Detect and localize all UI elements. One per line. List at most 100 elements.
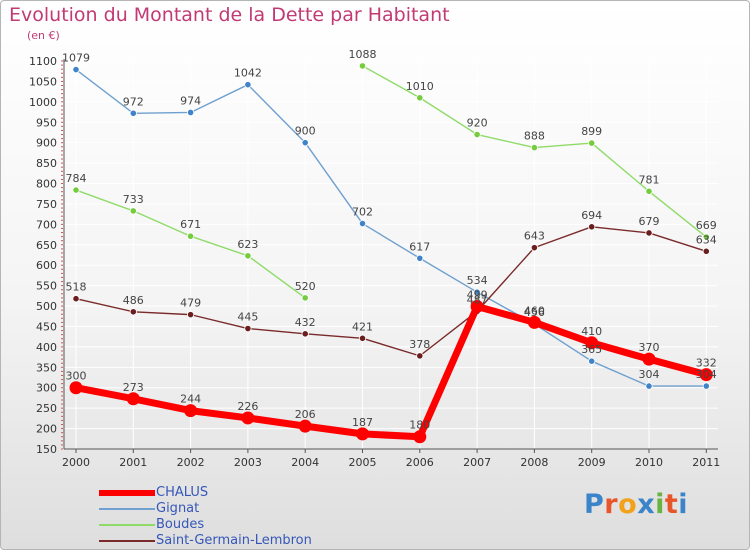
legend-item-gignat: Gignat bbox=[99, 501, 359, 517]
y-tick-label: 150 bbox=[36, 443, 57, 456]
data-label: 365 bbox=[581, 343, 602, 356]
logo-letter: x bbox=[637, 489, 656, 520]
data-point-boudes bbox=[187, 232, 195, 240]
data-point-gignat bbox=[301, 139, 309, 147]
data-label: 974 bbox=[180, 94, 201, 107]
data-point-chalus bbox=[527, 315, 541, 329]
data-label: 634 bbox=[696, 233, 717, 246]
y-tick-label: 500 bbox=[36, 300, 57, 313]
data-label: 432 bbox=[295, 316, 316, 329]
data-label: 733 bbox=[123, 193, 144, 206]
data-point-gignat bbox=[473, 288, 481, 296]
data-point-boudes bbox=[473, 130, 481, 139]
data-point-chalus bbox=[642, 352, 656, 366]
data-label: 643 bbox=[524, 230, 545, 243]
data-point-saint-germain-lembron bbox=[588, 223, 596, 231]
legend-label-boudes: Boudes bbox=[156, 517, 205, 532]
data-point-boudes bbox=[702, 233, 710, 241]
axes: 150 200 250 300 350 400 450 500 550 600 650 700 750 8… bbox=[29, 55, 720, 469]
data-point-saint-germain-lembron bbox=[358, 334, 367, 342]
x-tick-label: 2001 bbox=[119, 456, 147, 469]
data-label: 180 bbox=[409, 419, 430, 432]
legend-item-boudes: Boudes bbox=[99, 517, 359, 533]
data-label: 273 bbox=[123, 381, 144, 394]
x-tick-label: 2007 bbox=[463, 456, 491, 469]
data-label: 486 bbox=[123, 294, 144, 307]
data-label: 781 bbox=[639, 173, 660, 186]
data-label: 920 bbox=[467, 117, 488, 130]
data-label: 669 bbox=[696, 219, 717, 232]
data-point-boudes bbox=[358, 62, 367, 70]
series-line-saint-germain-lembron bbox=[75, 226, 707, 357]
y-tick-label: 600 bbox=[36, 259, 57, 272]
data-label: 460 bbox=[524, 304, 545, 317]
data-point-saint-germain-lembron bbox=[301, 330, 309, 338]
data-point-gignat bbox=[645, 382, 653, 390]
y-tick-label: 400 bbox=[36, 341, 57, 354]
data-point-gignat bbox=[416, 254, 424, 262]
x-tick-label: 2009 bbox=[578, 456, 606, 469]
x-tick-label: 2010 bbox=[635, 456, 663, 469]
data-label: 304 bbox=[696, 368, 717, 381]
data-point-boudes bbox=[588, 139, 596, 147]
data-point-saint-germain-lembron bbox=[187, 311, 195, 319]
proxiti-logo: Proxiti bbox=[584, 489, 688, 520]
data-label: 1042 bbox=[234, 67, 262, 80]
data-point-chalus bbox=[241, 411, 255, 425]
data-label: 702 bbox=[352, 206, 373, 219]
logo-letter: P bbox=[584, 489, 605, 520]
data-label: 617 bbox=[409, 240, 430, 253]
data-label: 487 bbox=[467, 293, 488, 306]
data-label: 623 bbox=[237, 238, 258, 251]
data-label: 445 bbox=[237, 311, 258, 324]
data-point-boudes bbox=[645, 187, 653, 195]
data-label: 456 bbox=[524, 306, 545, 319]
data-point-boudes bbox=[301, 294, 309, 302]
data-label: 888 bbox=[524, 130, 545, 143]
series-lines bbox=[69, 62, 713, 444]
data-label: 694 bbox=[581, 209, 602, 222]
data-point-gignat bbox=[244, 81, 252, 89]
y-tick-label: 650 bbox=[36, 239, 57, 252]
legend-label-chalus: CHALUS bbox=[156, 485, 209, 500]
legend: CHALUS Gignat Boudes Saint-Germain-Lembr… bbox=[99, 485, 359, 549]
data-point-gignat bbox=[129, 109, 137, 117]
legend-item-chalus: CHALUS bbox=[99, 485, 359, 501]
legend-label-saint-germain-lembron: Saint-Germain-Lembron bbox=[156, 533, 312, 548]
data-point-chalus bbox=[585, 336, 599, 350]
legend-swatch-chalus bbox=[99, 490, 155, 496]
data-point-saint-germain-lembron bbox=[72, 295, 80, 303]
data-point-gignat bbox=[187, 108, 195, 117]
chart-title: Evolution du Montant de la Dette par Hab… bbox=[9, 4, 450, 26]
logo-letter: i bbox=[655, 489, 665, 520]
y-tick-label: 200 bbox=[36, 423, 57, 436]
y-tick-label: 900 bbox=[36, 137, 57, 150]
data-point-chalus bbox=[699, 368, 713, 382]
legend-label-gignat: Gignat bbox=[156, 501, 200, 516]
y-tick-label: 250 bbox=[36, 402, 57, 415]
data-point-chalus bbox=[126, 392, 140, 406]
data-point-chalus bbox=[470, 299, 484, 313]
data-label: 378 bbox=[409, 338, 430, 351]
data-point-saint-germain-lembron bbox=[530, 244, 539, 252]
logo-letter: i bbox=[678, 489, 689, 520]
data-label: 534 bbox=[467, 274, 488, 287]
data-point-chalus bbox=[184, 404, 198, 418]
y-tick-label: 450 bbox=[36, 320, 57, 333]
data-point-gignat bbox=[72, 65, 80, 74]
x-tick-label: 2002 bbox=[177, 456, 205, 469]
data-point-saint-germain-lembron bbox=[129, 308, 137, 316]
series-line-chalus bbox=[72, 302, 710, 441]
x-tick-label: 2005 bbox=[349, 456, 377, 469]
data-point-chalus bbox=[356, 427, 369, 441]
data-label: 900 bbox=[295, 125, 316, 138]
y-tick-label: 550 bbox=[36, 280, 57, 293]
data-label: 671 bbox=[180, 218, 201, 231]
y-tick-label: 1100 bbox=[29, 55, 57, 68]
data-label: 520 bbox=[295, 280, 316, 293]
data-label: 499 bbox=[467, 288, 488, 301]
data-point-saint-germain-lembron bbox=[416, 352, 424, 360]
data-label: 1079 bbox=[62, 52, 90, 65]
data-label: 784 bbox=[66, 172, 87, 185]
